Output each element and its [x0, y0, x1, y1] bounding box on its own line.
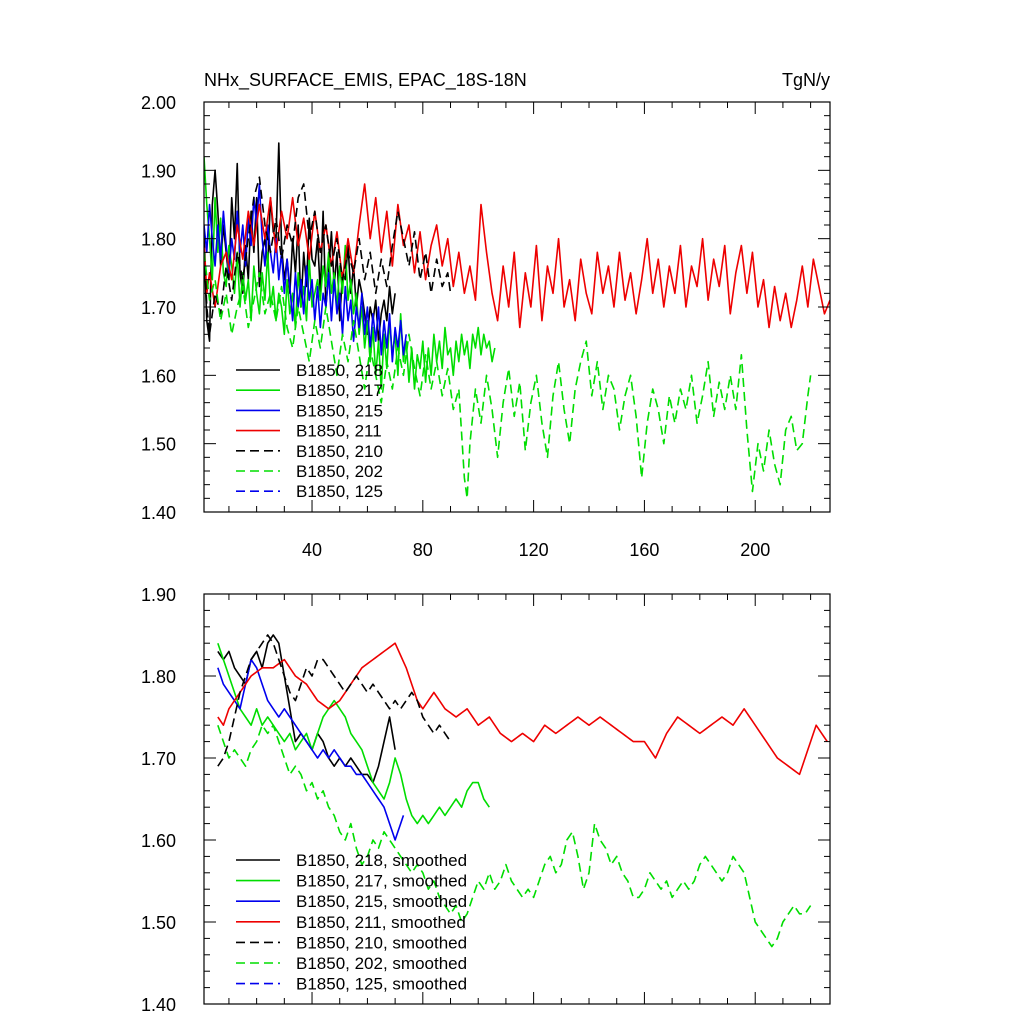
legend-label: B1850, 217 [296, 381, 383, 400]
legend-label: B1850, 125, smoothed [296, 975, 467, 994]
plot-frame [203, 593, 831, 1005]
series-line-2 [204, 156, 496, 390]
legend: B1850, 218, smoothed B1850, 217, smoothed… [236, 851, 467, 994]
legend-label: B1850, 125 [296, 482, 383, 501]
x-tick-label: 40 [302, 540, 322, 560]
series-line-3 [217, 658, 405, 841]
y-tick-label: 1.50 [141, 913, 176, 933]
y-tick-label: 1.70 [141, 298, 176, 318]
series-line-3 [204, 183, 407, 363]
series-line-1 [217, 634, 396, 784]
series-line-4 [204, 183, 830, 329]
legend-label: B1850, 210, smoothed [296, 933, 467, 952]
chart-title: NHx_SURFACE_EMIS, EPAC_18S-18N [204, 70, 527, 91]
series-group [204, 142, 830, 500]
series-line-6 [204, 252, 812, 500]
y-tick-label: 1.80 [141, 667, 176, 687]
legend-label: B1850, 211 [296, 422, 382, 441]
legend-label: B1850, 217, smoothed [296, 872, 467, 891]
x-tick-label: 120 [519, 540, 549, 560]
x-tick-label: 160 [629, 540, 659, 560]
legend-label: B1850, 210 [296, 442, 383, 461]
legend-label: B1850, 211, smoothed [296, 913, 466, 932]
legend-label: B1850, 218, smoothed [296, 851, 467, 870]
units-label: TgN/y [782, 70, 830, 90]
series-line-2 [217, 642, 490, 825]
legend-label: B1850, 215, smoothed [296, 892, 467, 911]
series-line-6 [217, 724, 812, 948]
legend-label: B1850, 218 [296, 361, 383, 380]
legend-label: B1850, 215 [296, 401, 383, 420]
chart-panel-1: 1.40 1.50 1.60 1.70 1.80 1.90 2.00 40 80 120 160 20… [141, 70, 831, 560]
y-tick-label: 1.60 [141, 366, 176, 386]
series-line-5 [204, 176, 452, 336]
legend-label: B1850, 202, smoothed [296, 954, 467, 973]
x-tick-label: 200 [740, 540, 770, 560]
y-tick-label: 1.60 [141, 831, 176, 851]
y-tick-label: 1.70 [141, 749, 176, 769]
y-tick-label: 1.40 [141, 503, 176, 523]
series-group [217, 634, 828, 948]
y-tick-label: 1.50 [141, 435, 176, 455]
chart-panel-2: 1.40 1.50 1.60 1.70 1.80 1.90 B1850, 218, smoo… [141, 585, 831, 1015]
y-tick-label: 1.40 [141, 995, 176, 1015]
series-line-5 [217, 634, 452, 767]
x-tick-label: 80 [413, 540, 433, 560]
y-tick-label: 2.00 [141, 93, 176, 113]
legend-label: B1850, 202 [296, 462, 383, 481]
y-tick-label: 1.80 [141, 230, 176, 250]
y-tick-label: 1.90 [141, 161, 176, 181]
series-line-4 [217, 642, 828, 776]
y-tick-label: 1.90 [141, 585, 176, 605]
